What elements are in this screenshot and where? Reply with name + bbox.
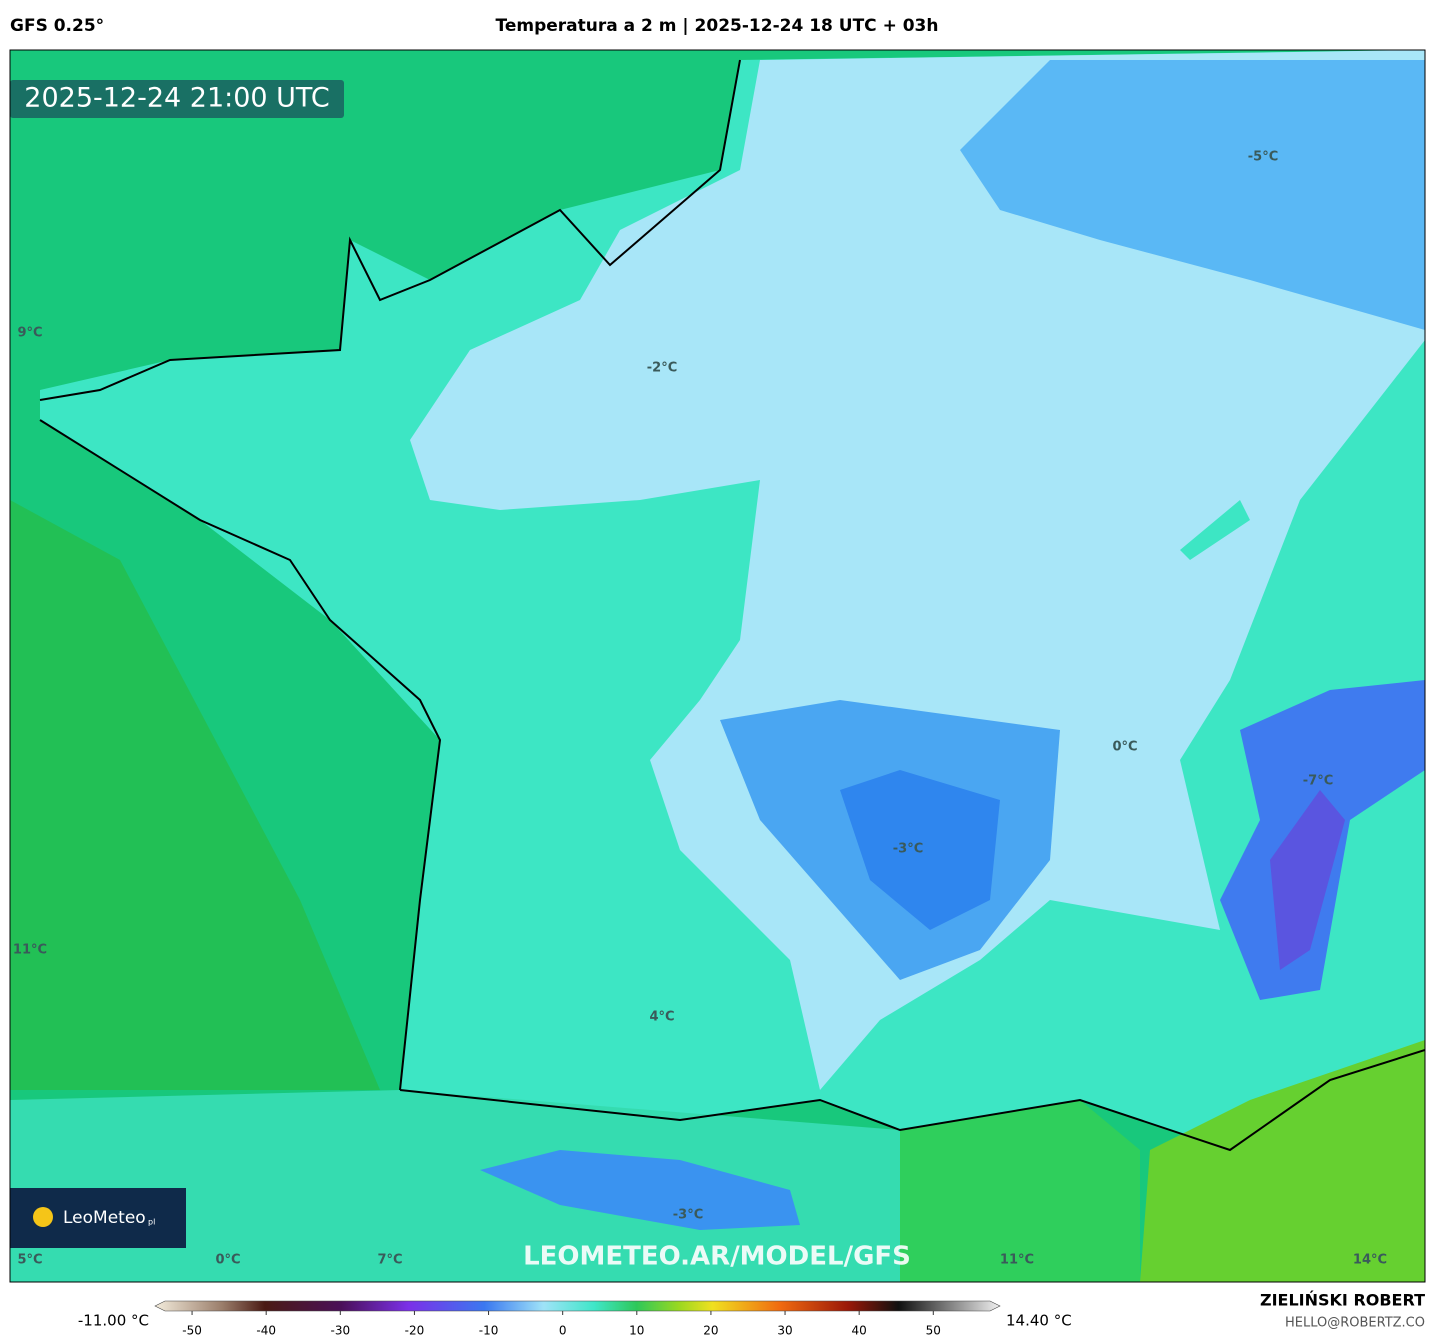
colorbar-tick-label: 30	[777, 1324, 792, 1338]
temperature-label: -3°C	[893, 842, 923, 857]
title: Temperatura a 2 m | 2025-12-24 18 UTC + …	[496, 16, 939, 36]
colorbar-min: -11.00 °C	[78, 1312, 149, 1330]
colorbar-tick-label: 0	[559, 1324, 567, 1338]
temperature-label: 4°C	[649, 1010, 674, 1025]
logo-suffix: pl	[148, 1218, 155, 1227]
temperature-label: -3°C	[673, 1208, 703, 1223]
temperature-label: 7°C	[377, 1253, 402, 1268]
colorbar	[154, 1300, 1001, 1312]
cold-ne	[960, 60, 1425, 330]
temperature-labels: 9°C -2°C -5°C 0°C -7°C -3°C 11°C 4°C -3°C 5°C 0°C 7…	[13, 150, 1387, 1268]
timestamp: 2025-12-24 21:00 UTC	[24, 83, 329, 114]
alps-core	[1270, 790, 1345, 970]
temperature-label: 14°C	[1353, 1253, 1387, 1268]
temperature-label: -5°C	[1248, 150, 1278, 165]
temperature-label: -7°C	[1303, 774, 1333, 789]
spain	[10, 1090, 900, 1282]
temperature-label: 0°C	[1112, 740, 1137, 755]
author: ZIELIŃSKI ROBERT	[1260, 1291, 1425, 1310]
model-name: GFS 0.25°	[10, 16, 104, 36]
colorbar-tick-label: -40	[256, 1324, 276, 1338]
colorbar-ticks: -50 -40 -30 -20 -10 0 10 20 30 40 50	[182, 1311, 941, 1338]
timestamp-box	[10, 80, 344, 118]
map: 2025-12-24 21:00 UTC 9°C -2°C -5°C 0°C -7°C -…	[10, 50, 1425, 1282]
watermark: LEOMETEO.AR/MODEL/GFS	[523, 1242, 911, 1272]
email: HELLO@ROBERTZ.CO	[1285, 1316, 1425, 1331]
colorbar-max: 14.40 °C	[1006, 1312, 1072, 1330]
sea-warm	[10, 500, 380, 1090]
italy-warm	[1140, 1040, 1425, 1282]
temperature-label: 11°C	[13, 943, 47, 958]
colorbar-tick-label: -20	[405, 1324, 425, 1338]
logo-name: LeoMeteo	[63, 1208, 146, 1228]
temperature-label: 0°C	[215, 1253, 240, 1268]
temperature-label: 5°C	[17, 1253, 42, 1268]
colorbar-tick-label: 50	[926, 1324, 941, 1338]
pyrenees	[480, 1150, 800, 1230]
temperature-label: -2°C	[647, 361, 677, 376]
temperature-label: 9°C	[17, 326, 42, 341]
colorbar-tick-label: 20	[703, 1324, 718, 1338]
coastline	[39, 59, 1425, 1152]
logo-sun	[33, 1207, 53, 1227]
cold-core	[840, 770, 1000, 930]
temperature-label: 11°C	[1000, 1253, 1034, 1268]
map-frame	[9, 49, 1426, 1283]
colorbar-tick-label: 10	[629, 1324, 644, 1338]
colorbar-tick-label: -50	[182, 1324, 202, 1338]
cold-zone	[410, 50, 1425, 1090]
colorbar-tick-label: -10	[479, 1324, 499, 1338]
warm-patch	[1180, 500, 1250, 560]
colorbar-tick-label: -30	[331, 1324, 351, 1338]
med-warm	[900, 1100, 1140, 1282]
colorbar-tick-label: 40	[852, 1324, 867, 1338]
